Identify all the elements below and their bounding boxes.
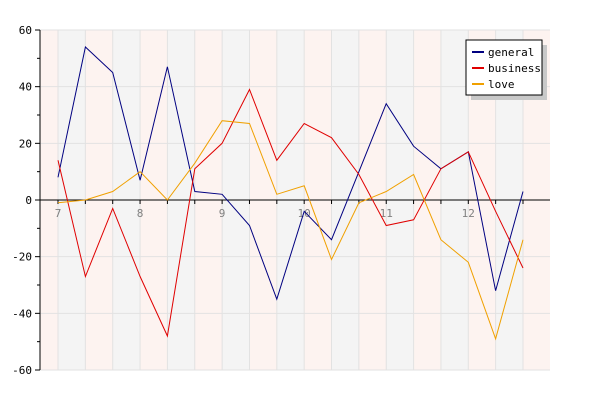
x-tick-label: 10	[298, 207, 311, 220]
y-tick-label: 60	[19, 24, 32, 37]
y-tick-label: -60	[12, 364, 32, 377]
legend-label-business: business	[488, 62, 541, 75]
x-tick-label: 8	[137, 207, 144, 220]
y-tick-label: 0	[25, 194, 32, 207]
y-tick-label: 20	[19, 137, 32, 150]
series-line-business	[57, 88, 524, 338]
x-axis: 7 8 9 10 11 12	[40, 199, 550, 220]
x-tick-label: 9	[219, 207, 226, 220]
series-lines	[57, 46, 524, 341]
y-tick-label: -40	[12, 307, 32, 320]
x-tick-label: 11	[380, 207, 393, 220]
x-tick-label: 7	[55, 207, 62, 220]
legend-label-love: love	[488, 78, 515, 91]
y-tick-label: -20	[12, 251, 32, 264]
x-tick-label: 12	[462, 207, 475, 220]
series-line-love	[57, 120, 524, 341]
legend: general business love	[465, 39, 547, 100]
y-tick-label: 40	[19, 81, 32, 94]
legend-label-general: general	[488, 46, 534, 59]
y-axis: -60 -40 -20 0 20 40 60	[12, 24, 41, 377]
